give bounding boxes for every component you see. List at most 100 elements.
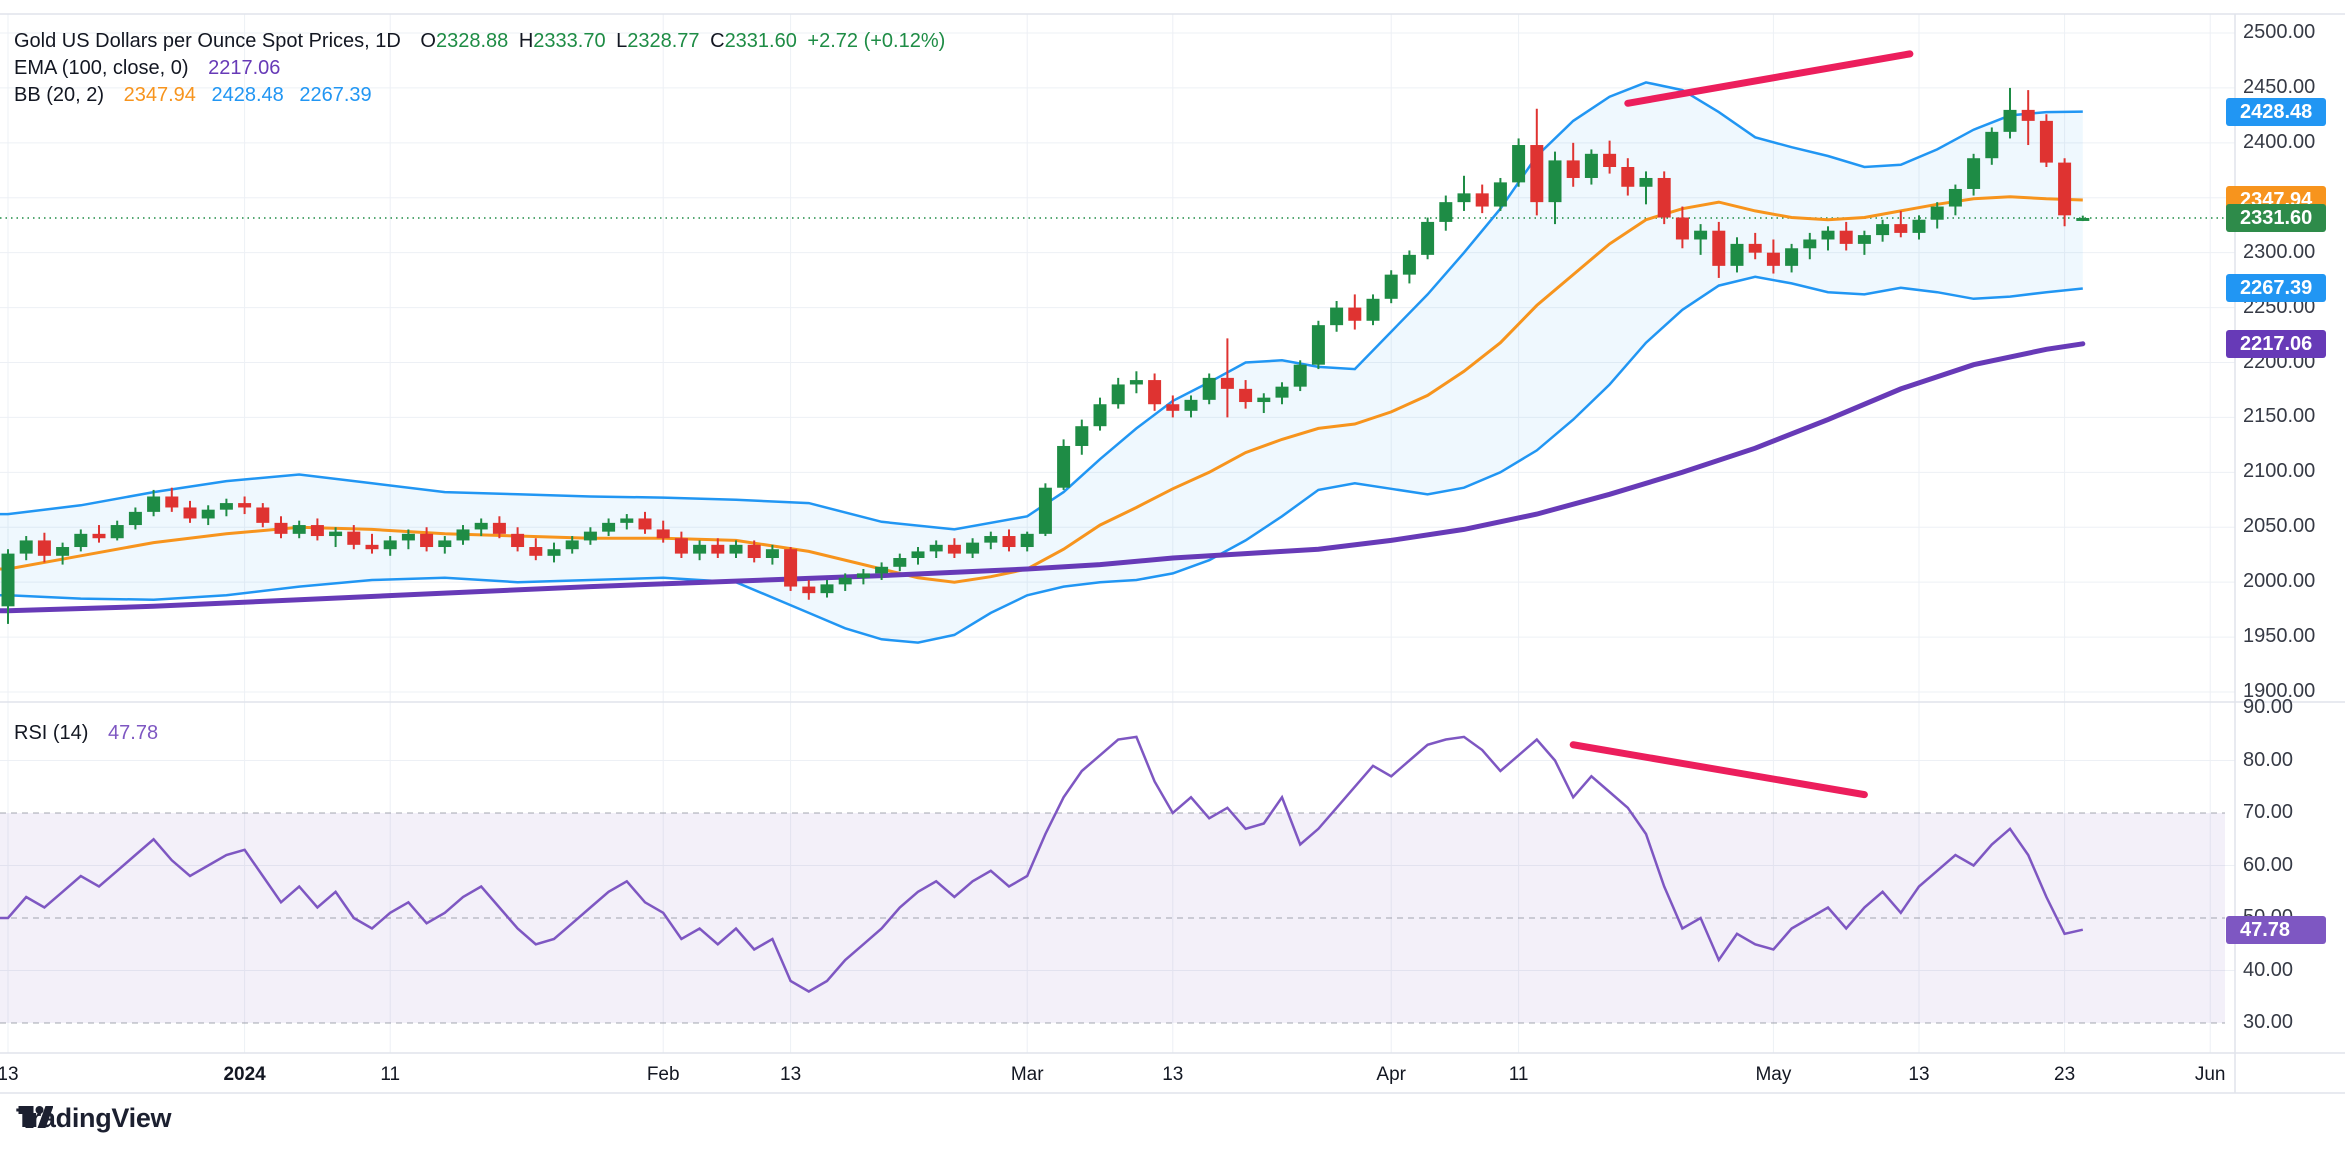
candle-body[interactable] — [729, 544, 743, 554]
candle-body[interactable] — [1129, 380, 1143, 385]
candle-body[interactable] — [1621, 166, 1635, 187]
candle-body[interactable] — [547, 549, 561, 556]
candle-body[interactable] — [602, 522, 616, 532]
candle-body[interactable] — [274, 522, 288, 534]
candle-body[interactable] — [1512, 145, 1526, 183]
candle-body[interactable] — [2058, 162, 2072, 216]
candle-body[interactable] — [456, 529, 470, 541]
candle-body[interactable] — [1657, 177, 1671, 218]
candle-body[interactable] — [1948, 188, 1962, 207]
candle-body[interactable] — [1148, 380, 1162, 405]
candle-body[interactable] — [911, 551, 925, 559]
symbol-title[interactable]: Gold US Dollars per Ounce Spot Prices, 1… — [14, 30, 401, 52]
candle-body[interactable] — [1566, 160, 1580, 178]
candle-body[interactable] — [1584, 153, 1598, 178]
candle-body[interactable] — [165, 496, 179, 508]
candle-body[interactable] — [1202, 377, 1216, 400]
candle-body[interactable] — [875, 566, 889, 574]
candle-body[interactable] — [2039, 120, 2053, 163]
candle-body[interactable] — [565, 540, 579, 550]
candle-body[interactable] — [1366, 298, 1380, 321]
candle-body[interactable] — [693, 544, 707, 554]
candle-body[interactable] — [1894, 224, 1908, 233]
candle-body[interactable] — [2021, 109, 2035, 121]
candle-body[interactable] — [474, 522, 488, 530]
candle-body[interactable] — [1384, 274, 1398, 299]
candle-body[interactable] — [128, 511, 142, 526]
candle-body[interactable] — [765, 549, 779, 559]
ema-line[interactable] — [0, 341, 2086, 614]
candle-body[interactable] — [674, 538, 688, 554]
candle-body[interactable] — [1111, 384, 1125, 405]
candle-body[interactable] — [56, 547, 70, 556]
candle-body[interactable] — [292, 525, 306, 534]
candle-body[interactable] — [1876, 224, 1890, 236]
candle-body[interactable] — [310, 525, 324, 537]
candle-body[interactable] — [1184, 399, 1198, 411]
candle-body[interactable] — [1639, 177, 1653, 187]
candle-body[interactable] — [183, 507, 197, 519]
candle-body[interactable] — [638, 518, 652, 530]
candle-body[interactable] — [1839, 230, 1853, 244]
candle-body[interactable] — [1220, 377, 1234, 389]
candle-body[interactable] — [438, 540, 452, 548]
candle-body[interactable] — [1730, 243, 1744, 266]
candle-body[interactable] — [1857, 235, 1871, 244]
price-trendline[interactable] — [1624, 50, 1914, 107]
tradingview-attribution[interactable]: TradingView — [16, 1103, 172, 1134]
candle-body[interactable] — [329, 531, 343, 537]
candle-body[interactable] — [1603, 153, 1617, 167]
candle-body[interactable] — [620, 518, 634, 523]
candle-body[interactable] — [1493, 182, 1507, 207]
candle-body[interactable] — [984, 536, 998, 543]
candle-body[interactable] — [2076, 217, 2090, 221]
candle-body[interactable] — [256, 507, 270, 523]
candle-body[interactable] — [1548, 160, 1562, 203]
candle-body[interactable] — [1748, 243, 1762, 253]
candle-body[interactable] — [110, 525, 124, 539]
candle-body[interactable] — [1002, 536, 1016, 548]
candle-body[interactable] — [929, 544, 943, 552]
candle-body[interactable] — [1293, 364, 1307, 387]
candle-body[interactable] — [1675, 217, 1689, 240]
rsi-label[interactable]: RSI (14) — [14, 722, 89, 744]
candle-body[interactable] — [784, 549, 798, 587]
rsi-line[interactable] — [0, 735, 2084, 993]
candle-body[interactable] — [1166, 404, 1180, 411]
candle-body[interactable] — [1093, 404, 1107, 427]
candle-body[interactable] — [347, 531, 361, 545]
candle-body[interactable] — [1766, 252, 1780, 266]
candle-body[interactable] — [365, 544, 379, 550]
candle-body[interactable] — [1694, 230, 1708, 240]
candle-body[interactable] — [1311, 325, 1325, 365]
candle-body[interactable] — [856, 573, 870, 578]
candle-body[interactable] — [1821, 230, 1835, 240]
candle-body[interactable] — [1348, 307, 1362, 321]
candle-body[interactable] — [966, 542, 980, 554]
candle-body[interactable] — [420, 533, 434, 548]
candle-body[interactable] — [711, 544, 725, 554]
candle-body[interactable] — [1912, 219, 1926, 233]
candle-body[interactable] — [1475, 193, 1489, 207]
candle-body[interactable] — [1930, 206, 1944, 220]
candle-body[interactable] — [583, 531, 597, 541]
candle-body[interactable] — [1075, 426, 1089, 446]
candle-body[interactable] — [1330, 307, 1344, 326]
candle-body[interactable] — [838, 577, 852, 585]
candle-body[interactable] — [1257, 397, 1271, 403]
candle-body[interactable] — [511, 533, 525, 548]
candle-body[interactable] — [947, 544, 961, 554]
bollinger-lower-line[interactable] — [0, 275, 2083, 644]
candle-body[interactable] — [529, 547, 543, 556]
candle-body[interactable] — [37, 540, 51, 556]
candle-body[interactable] — [1239, 388, 1253, 403]
candle-body[interactable] — [1457, 193, 1471, 203]
ema-label[interactable]: EMA (100, close, 0) — [14, 57, 189, 79]
candle-body[interactable] — [802, 586, 816, 594]
candle-body[interactable] — [1985, 131, 1999, 159]
candle-body[interactable] — [92, 533, 106, 539]
candle-body[interactable] — [1275, 386, 1289, 398]
candle-body[interactable] — [383, 540, 397, 550]
candle-body[interactable] — [19, 540, 33, 554]
candle-body[interactable] — [1785, 248, 1799, 266]
